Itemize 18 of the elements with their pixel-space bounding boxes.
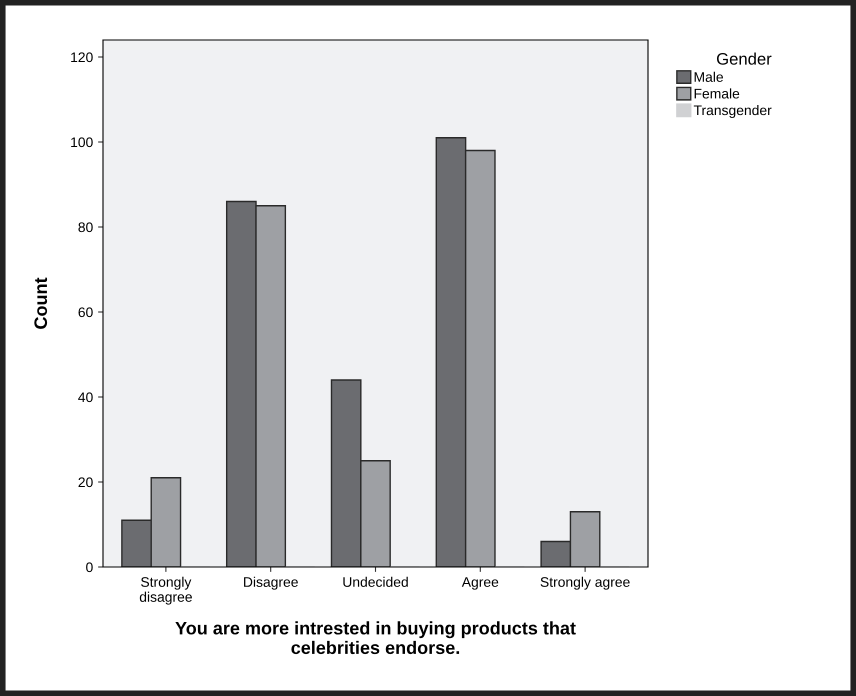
y-tick-label: 60 xyxy=(78,307,93,318)
y-tick-label: 20 xyxy=(78,477,93,488)
y-axis-title: Count xyxy=(34,278,48,329)
x-tick-label: Strongly agree xyxy=(540,576,630,590)
legend-label: Transgender xyxy=(694,104,772,118)
x-tick-label: Undecided xyxy=(343,576,408,587)
y-tick-label: 40 xyxy=(78,392,93,402)
x-tick-label: Agree xyxy=(462,577,498,590)
x-tick-label: Disagree xyxy=(244,576,298,590)
x-axis-title: You are more intrested in buying products that celebrities endorse. xyxy=(175,621,576,654)
y-tick-label: 0 xyxy=(86,562,93,572)
x-tick-label: Strongly disagree xyxy=(140,576,192,605)
legend-label: Male xyxy=(694,72,724,82)
legend-label: Female xyxy=(694,88,740,99)
y-tick-label: 100 xyxy=(71,137,93,148)
y-tick-label: 120 xyxy=(71,52,93,62)
legend-title: Gender xyxy=(716,52,772,65)
y-tick-label: 80 xyxy=(78,222,93,232)
